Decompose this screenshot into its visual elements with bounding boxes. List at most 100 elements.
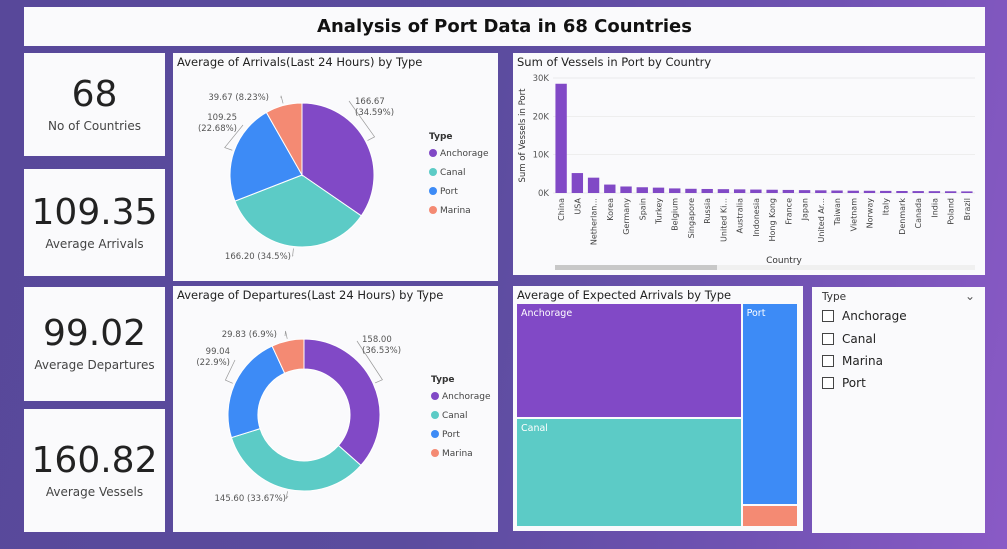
bar-usa[interactable] bbox=[571, 173, 584, 193]
slicer-option-label: Canal bbox=[842, 332, 877, 346]
pie-slice-anchorage[interactable] bbox=[301, 102, 375, 217]
bar-germany[interactable] bbox=[620, 186, 632, 193]
legend-item[interactable]: Anchorage bbox=[440, 149, 489, 159]
bar-united-ki-[interactable] bbox=[717, 189, 730, 193]
bar-norway[interactable] bbox=[863, 190, 876, 193]
x-tick-label: Germany bbox=[622, 198, 631, 235]
kpi-label: Average Departures bbox=[34, 358, 155, 372]
x-tick-label: Vietnam bbox=[849, 198, 858, 232]
bar-united-ar-[interactable] bbox=[815, 190, 827, 193]
treemap-tile-canal[interactable]: Canal bbox=[517, 418, 741, 526]
scrollbar-thumb[interactable] bbox=[555, 265, 717, 270]
bar-vietnam[interactable] bbox=[847, 190, 859, 193]
legend-marker bbox=[431, 449, 439, 457]
legend-item[interactable]: Port bbox=[440, 187, 458, 197]
slicer-option-marina[interactable]: Marina bbox=[822, 354, 883, 368]
slicer-option-canal[interactable]: Canal bbox=[822, 332, 876, 346]
treemap-card[interactable]: Average of Expected Arrivals by Type Anc… bbox=[513, 286, 803, 531]
type-slicer[interactable]: Type ⌄ Anchorage Canal Marina Port bbox=[812, 287, 985, 533]
bar-indonesia[interactable] bbox=[750, 189, 762, 193]
arrivals-pie-card[interactable]: Average of Arrivals(Last 24 Hours) by Ty… bbox=[173, 53, 498, 281]
pie-slice-marina[interactable] bbox=[265, 102, 303, 177]
bar-australia[interactable] bbox=[733, 189, 746, 193]
kpi-value: 68 bbox=[71, 73, 118, 115]
kpi-card-departures[interactable]: 99.02 Average Departures bbox=[24, 287, 165, 401]
treemap-tile-marina[interactable] bbox=[742, 505, 797, 526]
chart-title: Average of Arrivals(Last 24 Hours) by Ty… bbox=[177, 55, 423, 69]
bar-india[interactable] bbox=[928, 191, 941, 193]
bar-poland[interactable] bbox=[944, 191, 957, 193]
pie-slice-anchorage[interactable] bbox=[303, 338, 381, 467]
x-tick-label: USA bbox=[573, 197, 582, 214]
kpi-value: 109.35 bbox=[31, 191, 158, 233]
x-tick-label: Korea bbox=[606, 198, 615, 221]
expected-arrivals-treemap[interactable]: Anchorage Canal Port bbox=[517, 304, 799, 528]
x-tick-label: Poland bbox=[947, 198, 956, 225]
bar-netherlan-[interactable] bbox=[587, 177, 600, 193]
legend-marker bbox=[429, 168, 437, 176]
y-tick-label: 10K bbox=[533, 151, 550, 161]
arrivals-pie-chart[interactable]: 166.67 (34.59%) 166.20 (34.5%) 109.25 (22.68… bbox=[173, 53, 498, 281]
leader-line bbox=[280, 95, 284, 104]
chevron-down-icon[interactable]: ⌄ bbox=[964, 289, 975, 303]
pie-slice-port[interactable] bbox=[227, 345, 286, 439]
departures-donut-chart[interactable]: 158.00 (36.53%) 145.60 (33.67%) 99.04 (22.9%… bbox=[173, 286, 498, 532]
pie-slice-canal[interactable] bbox=[234, 174, 363, 248]
bar-taiwan[interactable] bbox=[831, 190, 843, 193]
checkbox[interactable] bbox=[822, 310, 834, 322]
data-label: 39.67 (8.23%) bbox=[208, 93, 269, 103]
kpi-card-vessels[interactable]: 160.82 Average Vessels bbox=[24, 409, 165, 532]
slicer-option-label: Marina bbox=[842, 354, 883, 368]
bar-denmark[interactable] bbox=[896, 191, 908, 193]
slicer-option-anchorage[interactable]: Anchorage bbox=[822, 309, 907, 323]
x-tick-label: Japan bbox=[801, 198, 810, 221]
bar-brazil[interactable] bbox=[961, 191, 973, 193]
legend-item[interactable]: Marina bbox=[442, 449, 473, 459]
vessels-bar-card[interactable]: Sum of Vessels in Port by Country 0K 10K 2… bbox=[513, 53, 985, 275]
departures-donut-card[interactable]: Average of Departures(Last 24 Hours) by … bbox=[173, 286, 498, 532]
pie-slice-canal[interactable] bbox=[230, 428, 362, 492]
legend-item[interactable]: Port bbox=[442, 430, 460, 440]
legend-item[interactable]: Canal bbox=[440, 168, 466, 178]
legend-item[interactable]: Anchorage bbox=[442, 392, 491, 402]
y-axis-label: Sum of Vessels in Port bbox=[518, 88, 528, 183]
bar-turkey[interactable] bbox=[652, 187, 665, 193]
bar-china[interactable] bbox=[555, 83, 567, 193]
treemap-tile-anchorage[interactable]: Anchorage bbox=[517, 304, 741, 417]
checkbox[interactable] bbox=[822, 333, 834, 345]
bar-belgium[interactable] bbox=[669, 188, 681, 193]
bar-spain[interactable] bbox=[636, 187, 648, 193]
leader-line bbox=[285, 491, 289, 500]
y-tick-label: 0K bbox=[538, 189, 549, 199]
data-label: 166.67 (34.59%) bbox=[355, 97, 394, 118]
treemap-label: Canal bbox=[521, 422, 548, 434]
checkbox[interactable] bbox=[822, 377, 834, 389]
pie-slice-marina[interactable] bbox=[271, 338, 305, 374]
legend-item[interactable]: Marina bbox=[440, 206, 471, 216]
x-tick-label: Spain bbox=[638, 198, 647, 220]
x-tick-label: China bbox=[557, 198, 566, 221]
kpi-card-arrivals[interactable]: 109.35 Average Arrivals bbox=[24, 169, 165, 276]
pie-slice-port[interactable] bbox=[229, 111, 303, 202]
bar-hong-kong[interactable] bbox=[766, 189, 778, 193]
x-tick-label: France bbox=[784, 198, 793, 225]
kpi-label: Average Vessels bbox=[45, 484, 144, 499]
bar-italy[interactable] bbox=[880, 190, 892, 193]
x-tick-label: Hong Kong bbox=[768, 198, 777, 242]
legend-title: Type bbox=[429, 132, 452, 142]
kpi-value: 99.02 bbox=[42, 313, 147, 354]
treemap-tile-port[interactable]: Port bbox=[742, 304, 797, 504]
bar-korea[interactable] bbox=[604, 184, 616, 193]
kpi-card-countries[interactable]: 68 No of Countries bbox=[24, 53, 165, 156]
legend-item[interactable]: Canal bbox=[442, 411, 468, 421]
bar-russia[interactable] bbox=[701, 188, 713, 193]
bar-singapore[interactable] bbox=[685, 188, 697, 193]
bar-canada[interactable] bbox=[912, 191, 924, 193]
checkbox[interactable] bbox=[822, 355, 834, 367]
bar-france[interactable] bbox=[782, 189, 795, 193]
slicer-option-port[interactable]: Port bbox=[822, 376, 866, 390]
vessels-bar-chart[interactable]: 0K 10K 20K 30K Sum of Vessels in Port China US… bbox=[513, 53, 985, 275]
leader-line bbox=[224, 124, 244, 151]
bar-japan[interactable] bbox=[798, 190, 811, 193]
scrollbar-track[interactable] bbox=[555, 265, 975, 270]
